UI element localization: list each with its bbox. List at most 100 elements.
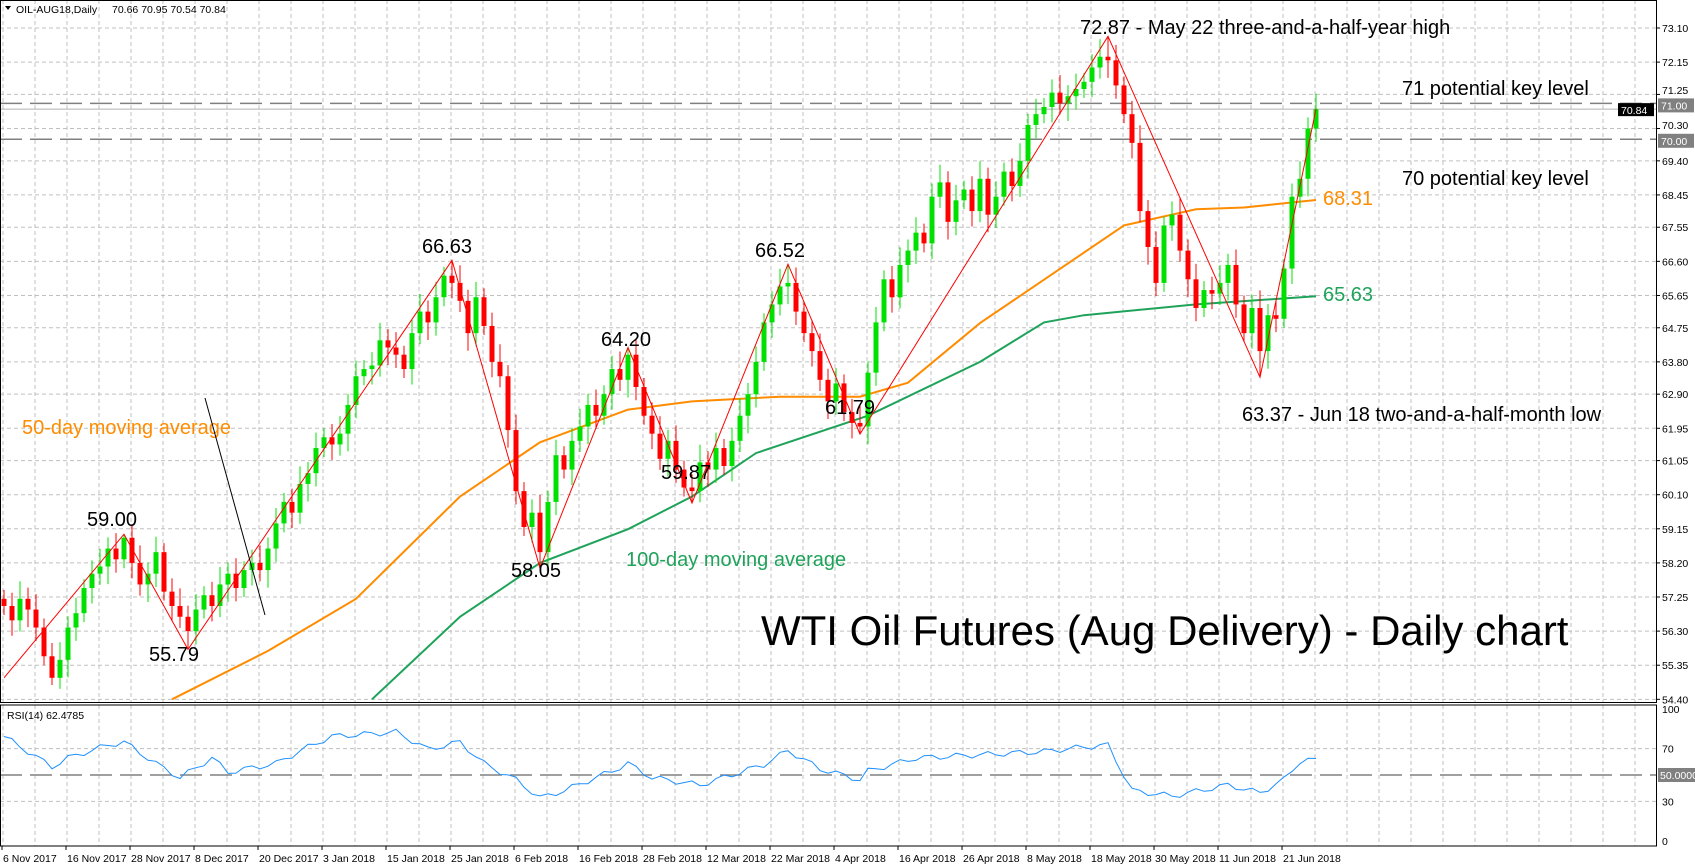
rsi-tick-label: 0 bbox=[1662, 836, 1668, 848]
bear-candle bbox=[177, 605, 183, 617]
key-level-tag-label: 70.00 bbox=[1661, 136, 1687, 148]
bull-candle bbox=[1025, 124, 1031, 161]
bear-candle bbox=[385, 340, 391, 348]
bear-candle bbox=[489, 325, 495, 362]
bear-candle bbox=[817, 351, 823, 380]
bear-candle bbox=[801, 311, 807, 334]
date-tick-label: 20 Dec 2017 bbox=[259, 853, 319, 865]
bull-candle bbox=[193, 609, 199, 632]
price-tick-label: 65.65 bbox=[1662, 290, 1688, 302]
bear-candle bbox=[289, 501, 295, 513]
bear-candle bbox=[849, 412, 855, 423]
bull-candle bbox=[241, 570, 247, 589]
bull-candle bbox=[1089, 67, 1095, 82]
pivot-66-63: 66.63 bbox=[422, 236, 472, 258]
pivot-66-52: 66.52 bbox=[755, 240, 805, 262]
price-tick-label: 57.25 bbox=[1662, 592, 1688, 604]
bear-candle bbox=[1129, 114, 1135, 143]
bear-candle bbox=[889, 279, 895, 298]
bear-candle bbox=[209, 595, 215, 606]
bull-candle bbox=[1049, 92, 1055, 107]
bull-candle bbox=[873, 322, 879, 373]
bull-candle bbox=[929, 196, 935, 244]
bear-candle bbox=[969, 189, 975, 212]
bear-candle bbox=[641, 387, 647, 416]
bear-candle bbox=[1233, 264, 1239, 305]
bear-candle bbox=[1273, 315, 1279, 319]
bull-candle bbox=[601, 394, 607, 416]
annotation-level-70: 70 potential key level bbox=[1402, 168, 1589, 190]
bull-candle bbox=[1313, 109, 1319, 129]
bull-candle bbox=[1289, 196, 1295, 269]
price-tick-label: 69.40 bbox=[1662, 156, 1688, 168]
dropdown-triangle-icon[interactable] bbox=[5, 6, 11, 10]
date-tick-label: 8 May 2018 bbox=[1027, 853, 1082, 865]
price-tick-label: 56.30 bbox=[1662, 626, 1688, 638]
bull-candle bbox=[833, 383, 839, 402]
candles bbox=[1, 36, 1319, 689]
bear-candle bbox=[657, 433, 663, 459]
bull-candle bbox=[473, 297, 479, 334]
bull-candle bbox=[1169, 214, 1175, 226]
bull-candle bbox=[553, 455, 559, 502]
bull-candle bbox=[1249, 308, 1255, 334]
bull-candle bbox=[1017, 160, 1023, 186]
bear-candle bbox=[857, 422, 863, 427]
bull-candle bbox=[937, 182, 943, 197]
bear-candle bbox=[137, 562, 143, 585]
bear-candle bbox=[185, 616, 191, 632]
date-tick-label: 18 May 2018 bbox=[1091, 853, 1152, 865]
bear-candle bbox=[1, 598, 7, 606]
bear-candle bbox=[505, 376, 511, 431]
bull-candle bbox=[17, 598, 23, 621]
key-level-tag bbox=[1658, 133, 1694, 148]
pivot-58-05: 58.05 bbox=[511, 560, 561, 582]
pivot-55-79: 55.79 bbox=[149, 644, 199, 666]
bull-candle bbox=[545, 501, 551, 553]
price-tick-label: 66.60 bbox=[1662, 256, 1688, 268]
bear-candle bbox=[1257, 308, 1263, 352]
bull-candle bbox=[881, 279, 887, 323]
date-tick-label: 25 Jan 2018 bbox=[451, 853, 509, 865]
bull-candle bbox=[1097, 56, 1103, 68]
bear-candle bbox=[257, 562, 263, 571]
pivot-59-00: 59.00 bbox=[87, 509, 137, 531]
bull-candle bbox=[1225, 264, 1231, 283]
zigzag-line bbox=[3, 35, 1317, 679]
bear-candle bbox=[393, 347, 399, 355]
price-tick-label: 68.45 bbox=[1662, 190, 1688, 202]
bear-candle bbox=[113, 548, 119, 560]
bull-candle bbox=[1201, 290, 1207, 309]
chart-title: WTI Oil Futures (Aug Delivery) - Daily c… bbox=[761, 607, 1569, 654]
bull-candle bbox=[417, 311, 423, 334]
bear-candle bbox=[449, 275, 455, 283]
bull-candle bbox=[377, 340, 383, 366]
symbol-label: OIL-AUG18,Daily bbox=[16, 4, 98, 16]
bull-candle bbox=[993, 196, 999, 215]
ma100-label: 100-day moving average bbox=[626, 549, 846, 571]
bull-candle bbox=[569, 440, 575, 470]
bear-candle bbox=[1185, 250, 1191, 280]
bull-candle bbox=[777, 286, 783, 305]
current-price-tag bbox=[1618, 103, 1654, 117]
bull-candle bbox=[609, 369, 615, 395]
bull-candle bbox=[57, 659, 63, 678]
bull-candle bbox=[105, 548, 111, 567]
annotation-level-71: 71 potential key level bbox=[1402, 78, 1589, 100]
date-tick-label: 22 Mar 2018 bbox=[771, 853, 830, 865]
bear-candle bbox=[841, 383, 847, 413]
bear-candle bbox=[633, 354, 639, 387]
bear-candle bbox=[561, 455, 567, 470]
bull-candle bbox=[761, 322, 767, 362]
date-tick-label: 28 Nov 2017 bbox=[131, 853, 191, 865]
bear-candle bbox=[1137, 142, 1143, 212]
bull-candle bbox=[305, 473, 311, 484]
date-tick-label: 30 May 2018 bbox=[1155, 853, 1216, 865]
bear-candle bbox=[425, 311, 431, 323]
pivot-59-87: 59.87 bbox=[661, 462, 711, 484]
bull-candle bbox=[73, 613, 79, 628]
bear-candle bbox=[721, 448, 727, 466]
rsi-line bbox=[3, 728, 1317, 798]
date-tick-label: 6 Feb 2018 bbox=[515, 853, 568, 865]
